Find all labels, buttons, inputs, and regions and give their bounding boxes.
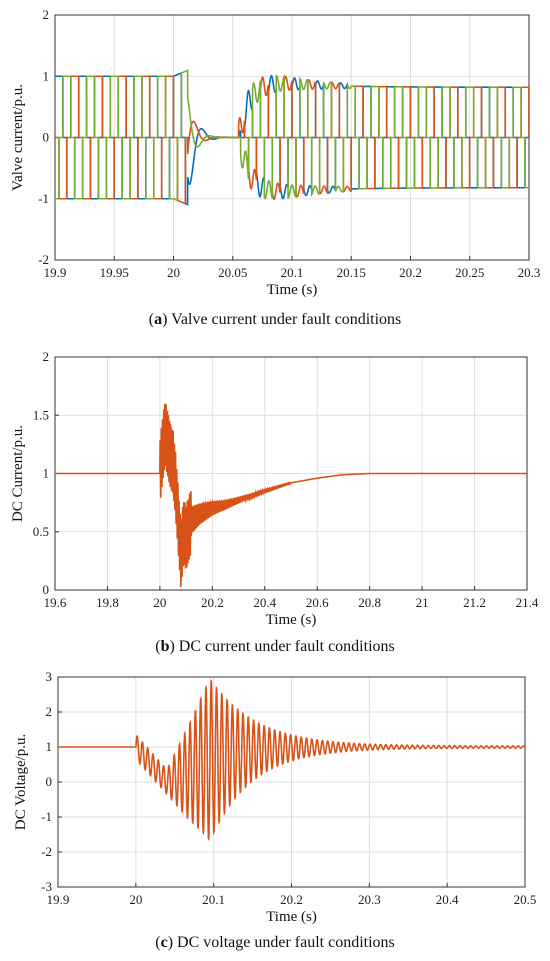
- c-xtick-label: 20.2: [280, 892, 303, 907]
- c-xtick-label: 20: [129, 892, 142, 907]
- b-ytick-label: 2: [43, 349, 50, 364]
- b-xtick-label: 20.6: [306, 595, 329, 610]
- b-xtick-label: 19.8: [96, 595, 119, 610]
- b-xtick-label: 21.4: [516, 595, 539, 610]
- c-series-group: [58, 678, 525, 841]
- a-xtick-label: 20: [167, 265, 180, 280]
- a-xtick-label: 20.25: [455, 265, 484, 280]
- a-xtick-label: 20.15: [337, 265, 366, 280]
- c-ytick-label: -2: [41, 844, 52, 859]
- b-series-dc-current: [55, 403, 527, 588]
- caption-c-letter: c: [160, 934, 168, 951]
- a-xtick-label: 19.9: [44, 265, 67, 280]
- caption-a-letter: a: [154, 311, 163, 328]
- a-xtick-label: 20.2: [399, 265, 422, 280]
- a-ytick-label: -1: [38, 191, 49, 206]
- caption-a: (a) Valve current under fault conditions: [148, 311, 402, 328]
- c-xlabel: Time (s): [266, 909, 317, 925]
- c-xtick-label: 19.9: [47, 892, 70, 907]
- chart-dc-voltage: 19.9 20 20.1 20.2 20.3 20.4 20.5 -3 -2 -1 0 1 2 3 Time…: [13, 669, 537, 925]
- c-series-dc-voltage: [58, 678, 525, 841]
- c-xtick-label: 20.3: [358, 892, 381, 907]
- a-series-group: [55, 69, 529, 206]
- a-ytick-label: 0: [43, 130, 50, 145]
- c-xtick-label: 20.5: [514, 892, 537, 907]
- c-ytick-label: -3: [41, 879, 52, 894]
- a-xlabel: Time (s): [267, 282, 318, 298]
- a-ytick-label: 1: [43, 68, 50, 83]
- b-ytick-label: 0.5: [33, 524, 49, 539]
- caption-a-text: Valve current under fault conditions: [171, 311, 402, 328]
- c-ytick-label: -1: [41, 809, 52, 824]
- c-xtick-label: 20.1: [202, 892, 225, 907]
- b-ytick-label: 0: [43, 582, 50, 597]
- b-ylabel: DC Current/p.u.: [10, 425, 26, 522]
- a-series-phase-3: [55, 69, 529, 202]
- panel-c: 19.9 20 20.1 20.2 20.3 20.4 20.5 -3 -2 -1 0 1 2 3 Time…: [0, 662, 550, 937]
- chart-dc-current: 19.6 19.8 20 20.2 20.4 20.6 20.8 21 21.2 21.400.5…: [10, 349, 539, 628]
- a-xtick-label: 19.95: [100, 265, 129, 280]
- c-axes-frame: [57, 676, 526, 888]
- c-ytick-label: 0: [46, 774, 53, 789]
- chart-valve-current: 19.9 19.95 20 20.05 20.1 20.15 20.2 20.25 20.3-2…: [10, 7, 541, 298]
- c-ytick-label: 3: [46, 669, 53, 684]
- b-ytick-label: 1: [43, 466, 50, 481]
- a-xtick-label: 20.1: [281, 265, 304, 280]
- b-xlabel: Time (s): [266, 612, 317, 628]
- caption-b-text: DC current under fault conditions: [178, 638, 395, 655]
- panel-a: 19.9 19.95 20 20.05 20.1 20.15 20.2 20.25 20.3 -2…: [0, 0, 550, 305]
- a-xtick-label: 20.3: [518, 265, 541, 280]
- a-ylabel: Valve current/p.u.: [10, 84, 26, 191]
- a-ytick-label: -2: [38, 252, 49, 267]
- c-xtick-label: 20.4: [436, 892, 459, 907]
- caption-c-text: DC voltage under fault conditions: [177, 934, 395, 951]
- panel-b: 19.6 19.8 20 20.2 20.4 20.6 20.8 21 21.2 21.4 0 0.5…: [0, 340, 550, 640]
- c-ytick-label: 2: [46, 704, 53, 719]
- b-xtick-label: 20.4: [253, 595, 276, 610]
- a-ytick-label: 2: [43, 7, 50, 22]
- caption-c: (c) DC voltage under fault conditions: [155, 934, 395, 951]
- c-ytick-label: 1: [46, 739, 53, 754]
- b-xtick-label: 21.2: [463, 595, 486, 610]
- c-ylabel: DC Voltage/p.u.: [13, 734, 29, 831]
- b-xtick-label: 21: [416, 595, 429, 610]
- a-xtick-label: 20.05: [218, 265, 247, 280]
- b-xtick-label: 20.2: [201, 595, 224, 610]
- caption-b: (b) DC current under fault conditions: [155, 638, 395, 655]
- b-series-group: [55, 403, 527, 588]
- b-xtick-label: 20: [153, 595, 166, 610]
- caption-b-letter: b: [160, 638, 170, 655]
- b-xtick-label: 20.8: [358, 595, 381, 610]
- c-grid: [57, 676, 526, 888]
- b-xtick-label: 19.6: [44, 595, 67, 610]
- b-ytick-label: 1.5: [33, 407, 49, 422]
